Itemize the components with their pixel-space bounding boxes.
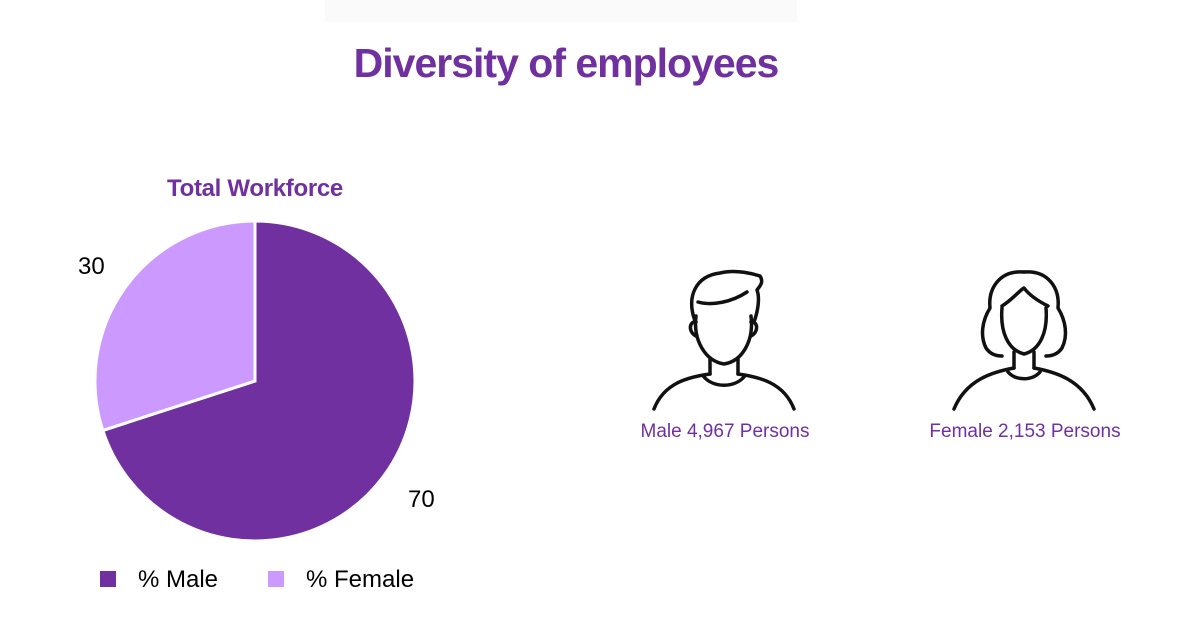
- legend-swatch-female: [268, 571, 284, 587]
- male-card: Male 4,967 Persons: [600, 266, 850, 443]
- data-label-male: 70: [408, 486, 435, 513]
- header-strip: [325, 0, 797, 22]
- legend-swatch-male: [100, 571, 116, 587]
- legend-label-male: % Male: [138, 566, 219, 593]
- female-count-caption: Female 2,153 Persons: [929, 421, 1121, 442]
- male-person-icon: [652, 269, 796, 411]
- female-card: Female 2,153 Persons: [900, 266, 1150, 443]
- female-person-icon: [952, 270, 1096, 411]
- pie-slice-female: [93, 219, 257, 433]
- male-count-caption: Male 4,967 Persons: [640, 421, 810, 442]
- chart-title: Total Workforce: [167, 175, 343, 202]
- pie-chart: [93, 219, 417, 543]
- page-title: Diversity of employees: [353, 40, 780, 86]
- data-label-female: 30: [78, 253, 105, 280]
- legend-label-female: % Female: [306, 566, 415, 593]
- pie-slice-male: [100, 219, 417, 543]
